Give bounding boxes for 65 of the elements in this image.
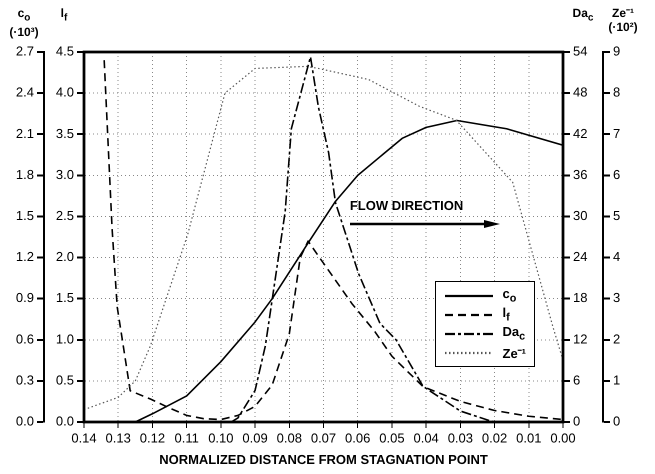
y-tick-label: 30 (573, 208, 588, 224)
y-tick-label: 6 (573, 372, 580, 388)
legend-label: l$_{f}$ (502, 305, 510, 324)
y2-tick-label: 9 (613, 44, 620, 59)
x-tick-label: 0.10 (208, 430, 234, 446)
y-axis-title: Da$_{c}$ (572, 6, 594, 24)
y2-tick-label: 6 (613, 166, 620, 182)
y2-tick-label: 5 (613, 208, 620, 224)
y2-tick-label: 1.5 (56, 290, 74, 306)
y2-tick-label: 3.0 (56, 166, 74, 182)
x-tick-label: 0.08 (276, 430, 302, 446)
x-tick-label: 0.07 (310, 430, 336, 446)
y-tick-label: 1.8 (16, 166, 34, 182)
x-tick-label: 0.01 (516, 430, 542, 446)
x-tick-label: 0.13 (106, 430, 131, 446)
y2-axis-title: l$_{f}$ (60, 6, 68, 26)
y-tick-label: 54 (573, 44, 588, 59)
x-axis-title: NORMALIZED DISTANCE FROM STAGNATION POINT (159, 452, 488, 467)
y2-tick-label: 4.0 (56, 84, 74, 100)
y-tick-label: 0 (573, 414, 580, 429)
y2-tick-label: 7 (613, 126, 620, 141)
legend-label: Da$_{c}$ (502, 324, 526, 343)
x-tick-label: 0.14 (71, 430, 97, 446)
x-tick-label: 0.09 (242, 430, 268, 446)
y2-tick-label: 4.5 (56, 44, 74, 59)
y2-tick-label: 0 (613, 414, 620, 429)
y-tick-label: 36 (573, 166, 588, 182)
y2-tick-label: 3.5 (56, 126, 74, 141)
x-tick-label: 0.00 (550, 430, 576, 446)
y2-axis-title: Ze⁻¹ (·10²) (607, 6, 639, 34)
annotation: FLOW DIRECTION (350, 198, 464, 214)
y-tick-label: 2.1 (16, 126, 34, 141)
y-tick-label: 12 (573, 331, 588, 346)
y-axis-title: c$_{o}$ (·10³) (8, 6, 40, 40)
y2-tick-label: 2 (613, 331, 620, 346)
x-tick-label: 0.12 (140, 430, 166, 446)
y-tick-label: 1.2 (16, 249, 34, 264)
y2-tick-label: 2.0 (56, 249, 74, 264)
x-tick-label: 0.11 (174, 430, 199, 446)
y2-tick-label: 2.5 (56, 208, 74, 224)
x-tick-label: 0.06 (345, 430, 370, 446)
y2-tick-label: 0.0 (56, 414, 74, 429)
legend-label: c$_{o}$ (502, 286, 516, 305)
y-tick-label: 0.9 (16, 290, 34, 306)
x-tick-label: 0.03 (448, 430, 474, 446)
y-tick-label: 18 (573, 290, 588, 306)
x-tick-label: 0.02 (482, 430, 508, 446)
y2-tick-label: 0.5 (56, 372, 74, 388)
y-tick-label: 1.5 (16, 208, 34, 224)
y-tick-label: 0.0 (16, 414, 34, 429)
y-tick-label: 24 (573, 249, 588, 264)
y-tick-label: 42 (573, 126, 588, 141)
y-tick-label: 2.7 (16, 44, 34, 59)
y-tick-label: 48 (573, 84, 588, 100)
y2-tick-label: 4 (613, 249, 620, 264)
legend-label: Ze⁻¹ (502, 344, 526, 362)
x-tick-label: 0.05 (379, 430, 405, 446)
x-tick-label: 0.04 (413, 430, 439, 446)
y-tick-label: 0.6 (16, 331, 34, 346)
y-tick-label: 2.4 (16, 84, 34, 100)
y2-tick-label: 1 (613, 372, 620, 388)
y2-tick-label: 8 (613, 84, 620, 100)
y-tick-label: 0.3 (16, 372, 34, 388)
y2-tick-label: 1.0 (56, 331, 74, 346)
y2-tick-label: 3 (613, 290, 620, 306)
